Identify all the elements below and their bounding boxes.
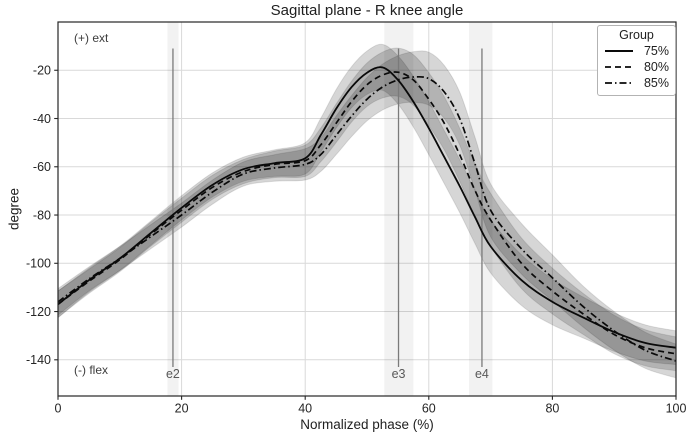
event-lines xyxy=(172,48,483,368)
y-axis-label: degree xyxy=(6,187,22,231)
y-tick-label: -20 xyxy=(33,64,51,78)
legend-rows: 75% 80% 85% xyxy=(604,43,669,91)
y-tick-label: -60 xyxy=(33,160,51,174)
x-tick-label: 100 xyxy=(666,402,687,416)
y-tick-label: -120 xyxy=(26,305,51,319)
series-line-85% xyxy=(57,75,677,362)
axis-ticks: 0 20 40 60 80 100 -140 -120 -100 -80 -60 -40 -20 xyxy=(26,64,687,416)
y-tick-label: -40 xyxy=(33,112,51,126)
y-tick-label: -100 xyxy=(26,257,51,271)
x-tick-label: 20 xyxy=(175,402,189,416)
legend-line-sample-dashed xyxy=(605,66,633,68)
legend: Group 75% 80% 85% xyxy=(597,25,676,96)
legend-entry-75%: 75% xyxy=(604,43,669,59)
annotation-flexion: (-) flex xyxy=(74,363,108,377)
chart-title: Sagittal plane - R knee angle xyxy=(270,2,464,19)
legend-label: 75% xyxy=(643,44,669,58)
event-label-e3: e3 xyxy=(392,367,406,381)
x-tick-label: 60 xyxy=(422,402,436,416)
x-tick-label: 80 xyxy=(545,402,559,416)
event-label-e2: e2 xyxy=(166,367,180,381)
y-tick-label: -140 xyxy=(26,353,51,367)
series-lines xyxy=(57,66,677,362)
annotation-extension: (+) ext xyxy=(74,31,109,45)
series-line-75% xyxy=(57,66,677,349)
confidence-bands xyxy=(57,43,677,379)
x-tick-label: 40 xyxy=(298,402,312,416)
legend-label: 85% xyxy=(643,76,669,90)
legend-title: Group xyxy=(619,28,654,42)
y-tick-label: -80 xyxy=(33,208,51,222)
legend-entry-85%: 85% xyxy=(604,75,669,91)
legend-entry-80%: 80% xyxy=(604,59,669,75)
legend-line-sample-dashdot xyxy=(605,82,633,84)
series-line-80% xyxy=(57,71,677,355)
legend-line-sample-solid xyxy=(605,50,633,52)
legend-label: 80% xyxy=(643,60,669,74)
axes-spines xyxy=(57,21,677,397)
event-label-e4: e4 xyxy=(475,367,489,381)
event-labels: e2 e3 e4 xyxy=(166,367,489,381)
event-band-e4 xyxy=(468,22,493,396)
x-axis-label: Normalized phase (%) xyxy=(300,417,434,432)
x-tick-label: 0 xyxy=(55,402,62,416)
